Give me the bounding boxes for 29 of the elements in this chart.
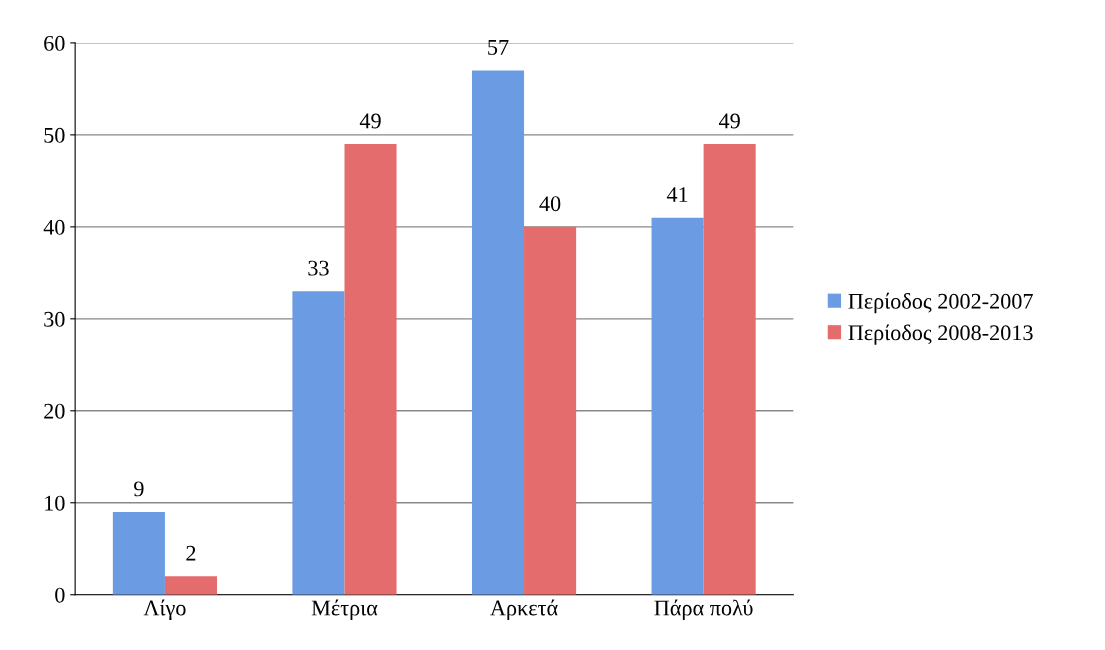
bar	[164, 576, 217, 595]
y-tick-label: 10	[45, 495, 65, 511]
bar	[344, 144, 397, 595]
y-tick-label: 30	[44, 311, 65, 327]
legend-label: Περίοδος 2002-2007	[848, 292, 1033, 314]
bar	[292, 291, 345, 595]
data-label: 2	[186, 545, 196, 561]
data-label: 33	[308, 260, 329, 276]
y-tick-label: 20	[44, 403, 65, 419]
data-label: 40	[539, 196, 561, 212]
y-tick-label: 60	[44, 35, 65, 51]
legend-label: Περίοδος 2008-2013	[848, 324, 1033, 345]
x-tick-label: Αρκετά	[490, 599, 558, 621]
x-tick-label: Λίγο	[143, 599, 186, 621]
bar	[651, 217, 704, 595]
y-tick-label: 0	[55, 587, 65, 603]
data-label: 57	[488, 40, 509, 55]
x-tick-label: Πάρα πολύ	[654, 599, 753, 621]
x-tick-label: Μέτρια	[311, 599, 378, 621]
data-label: 49	[359, 113, 381, 129]
data-label: 9	[134, 481, 144, 497]
data-label: 49	[718, 113, 740, 129]
y-tick-label: 40	[43, 219, 65, 235]
bar	[524, 226, 577, 595]
bar	[471, 70, 525, 595]
y-tick-label: 50	[44, 127, 65, 143]
bar	[703, 144, 756, 595]
bar	[112, 511, 165, 595]
data-label: 41	[666, 187, 688, 202]
